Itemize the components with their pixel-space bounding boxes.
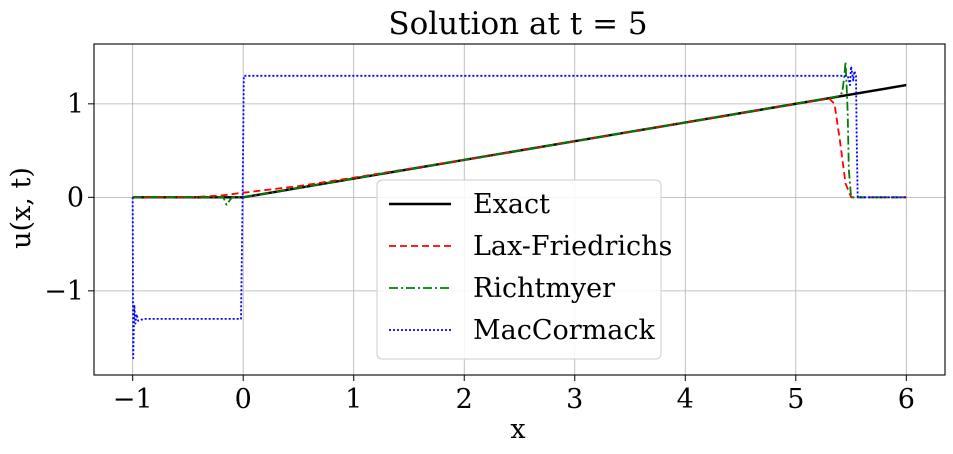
- x-tick-label: 1: [345, 384, 362, 415]
- y-tick-label: 1: [67, 89, 84, 120]
- legend-label: MacCormack: [473, 315, 656, 346]
- series-layer: [131, 60, 907, 360]
- y-axis-ticks: −1 0 1: [44, 89, 94, 307]
- y-tick-label: 0: [67, 182, 84, 213]
- legend-label: Lax-Friedrichs: [473, 231, 672, 262]
- x-tick-label: 3: [566, 384, 583, 415]
- legend-label: Exact: [473, 189, 550, 220]
- y-axis-label: u(x, t): [6, 167, 37, 249]
- series-line-lax-friedrichs: [132, 97, 907, 199]
- x-tick-label: 4: [677, 384, 694, 415]
- legend-box: [376, 179, 662, 360]
- x-tick-label: −1: [113, 384, 153, 415]
- y-tick-label: −1: [44, 276, 84, 307]
- x-tick-label: 0: [235, 384, 252, 415]
- plot-frame: [93, 43, 946, 376]
- legend: Exact Lax-Friedrichs Richtmyer MacCormack: [376, 179, 672, 360]
- x-axis-label: x: [510, 414, 525, 445]
- series-line-richtmyer: [132, 60, 907, 206]
- legend-label: Richtmyer: [473, 273, 615, 304]
- x-tick-label: 5: [787, 384, 804, 415]
- x-tick-label: 6: [898, 384, 915, 415]
- x-tick-label: 2: [456, 384, 473, 415]
- chart-title: Solution at t = 5: [388, 6, 647, 42]
- x-axis-ticks: −1 0 1 2 3 4 5 6: [113, 375, 915, 415]
